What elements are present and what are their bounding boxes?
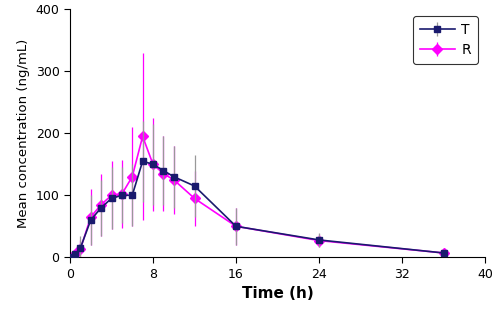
Y-axis label: Mean concentration (ng/mL): Mean concentration (ng/mL): [17, 39, 30, 228]
X-axis label: Time (h): Time (h): [242, 286, 314, 301]
Legend: T, R: T, R: [413, 16, 478, 64]
